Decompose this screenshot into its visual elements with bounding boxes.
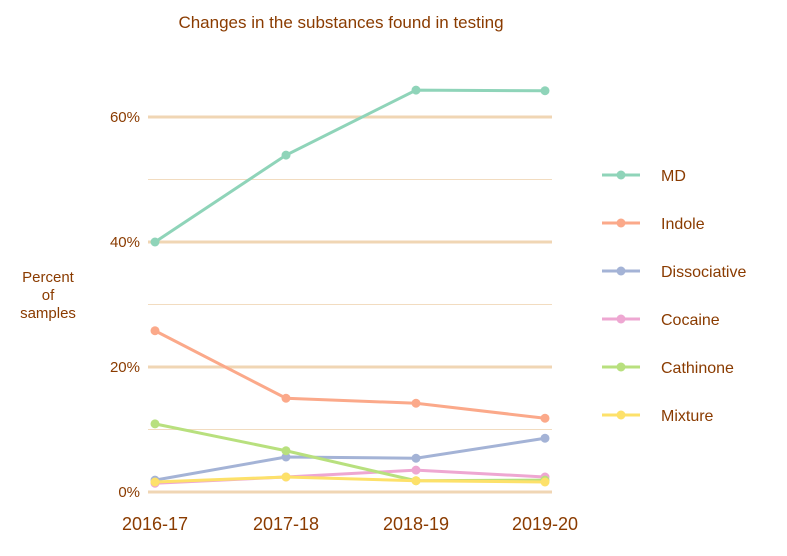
- data-point: [281, 150, 291, 160]
- data-point: [411, 85, 421, 95]
- data-point: [281, 452, 291, 462]
- y-axis-label: of: [42, 287, 55, 304]
- data-point: [150, 477, 160, 487]
- data-point: [281, 446, 291, 456]
- legend-marker: [616, 410, 626, 420]
- data-point: [281, 472, 291, 482]
- series-line: [154, 475, 546, 484]
- y-tick-label: 0%: [118, 484, 140, 501]
- legend-marker: [616, 266, 626, 276]
- series-line: [154, 329, 546, 420]
- legend-label: MD: [661, 168, 686, 185]
- data-point: [281, 393, 291, 403]
- data-point: [540, 86, 550, 96]
- y-axis-label: Percent: [22, 269, 75, 286]
- legend-label: Cocaine: [661, 312, 720, 329]
- legend-marker: [616, 170, 626, 180]
- series-line: [154, 88, 546, 244]
- chart-title: Changes in the substances found in testi…: [178, 13, 503, 32]
- data-point: [411, 398, 421, 408]
- legend-label: Mixture: [661, 408, 714, 425]
- legend-label: Cathinone: [661, 360, 734, 377]
- data-point: [150, 326, 160, 336]
- y-tick-label: 60%: [110, 109, 140, 126]
- x-tick-label: 2019-20: [512, 514, 578, 534]
- data-point: [411, 453, 421, 463]
- legend-label: Dissociative: [661, 264, 746, 281]
- x-tick-label: 2018-19: [383, 514, 449, 534]
- data-point: [540, 477, 550, 487]
- y-tick-label: 20%: [110, 359, 140, 376]
- data-point: [411, 476, 421, 486]
- y-tick-label: 40%: [110, 234, 140, 251]
- series-dissociative: [150, 433, 550, 485]
- x-tick-label: 2017-18: [253, 514, 319, 534]
- y-axis-label: samples: [20, 305, 76, 322]
- series-line: [154, 436, 546, 482]
- series-md: [150, 85, 550, 247]
- legend-label: Indole: [661, 216, 705, 233]
- legend-marker: [616, 218, 626, 228]
- data-point: [540, 433, 550, 443]
- series-mixture: [150, 472, 550, 487]
- data-point: [411, 465, 421, 475]
- legend-marker: [616, 362, 626, 372]
- legend-marker: [616, 314, 626, 324]
- data-point: [150, 237, 160, 247]
- data-point: [150, 419, 160, 429]
- series-indole: [150, 326, 550, 423]
- x-tick-label: 2016-17: [122, 514, 188, 534]
- data-point: [540, 413, 550, 423]
